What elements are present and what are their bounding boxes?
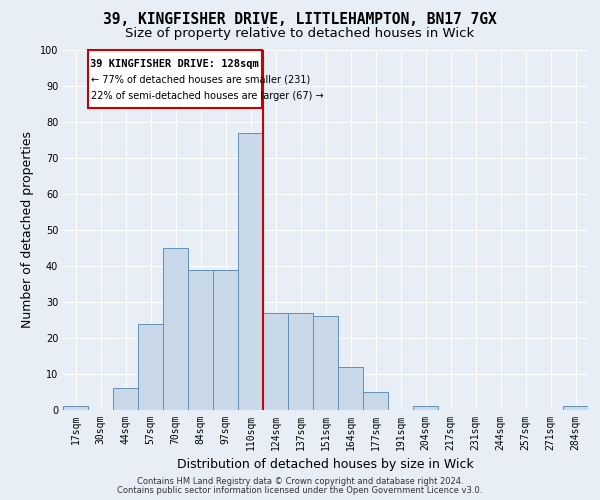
Bar <box>188 270 213 410</box>
Bar <box>63 406 88 410</box>
Bar <box>113 388 138 410</box>
Text: Contains public sector information licensed under the Open Government Licence v3: Contains public sector information licen… <box>118 486 482 495</box>
Text: Size of property relative to detached houses in Wick: Size of property relative to detached ho… <box>125 28 475 40</box>
Bar <box>413 406 438 410</box>
Bar <box>238 133 263 410</box>
Text: ← 77% of detached houses are smaller (231): ← 77% of detached houses are smaller (23… <box>91 75 310 85</box>
Bar <box>563 406 588 410</box>
X-axis label: Distribution of detached houses by size in Wick: Distribution of detached houses by size … <box>177 458 474 471</box>
Text: 39 KINGFISHER DRIVE: 128sqm: 39 KINGFISHER DRIVE: 128sqm <box>91 59 259 69</box>
Bar <box>363 392 388 410</box>
Text: 39, KINGFISHER DRIVE, LITTLEHAMPTON, BN17 7GX: 39, KINGFISHER DRIVE, LITTLEHAMPTON, BN1… <box>103 12 497 28</box>
Bar <box>213 270 238 410</box>
Bar <box>138 324 163 410</box>
Bar <box>313 316 338 410</box>
Bar <box>163 248 188 410</box>
Bar <box>88 50 262 108</box>
Text: 22% of semi-detached houses are larger (67) →: 22% of semi-detached houses are larger (… <box>91 91 323 101</box>
Y-axis label: Number of detached properties: Number of detached properties <box>21 132 34 328</box>
Bar <box>263 313 288 410</box>
Bar <box>288 313 313 410</box>
Bar <box>338 367 363 410</box>
Text: Contains HM Land Registry data © Crown copyright and database right 2024.: Contains HM Land Registry data © Crown c… <box>137 477 463 486</box>
